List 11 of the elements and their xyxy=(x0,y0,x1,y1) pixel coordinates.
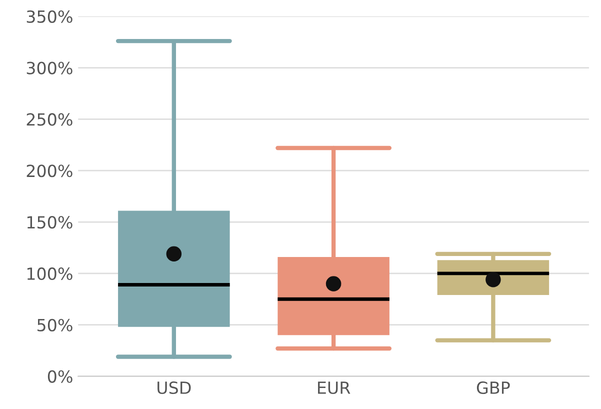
y-tick-label: 0% xyxy=(48,370,72,383)
y-tick-label: 350% xyxy=(26,10,72,23)
y-tick-label: 250% xyxy=(26,113,72,126)
x-tick-label: USD xyxy=(158,381,191,394)
y-tick-label: 150% xyxy=(27,216,72,229)
x-tick-label: GBP xyxy=(476,381,510,394)
y-tick-label: 50% xyxy=(38,318,72,332)
y-tick-label: 200% xyxy=(26,164,72,178)
y-tick-label: 300% xyxy=(26,62,72,74)
x-tick-label: EUR xyxy=(318,382,350,394)
y-tick-label: 100% xyxy=(27,267,72,280)
